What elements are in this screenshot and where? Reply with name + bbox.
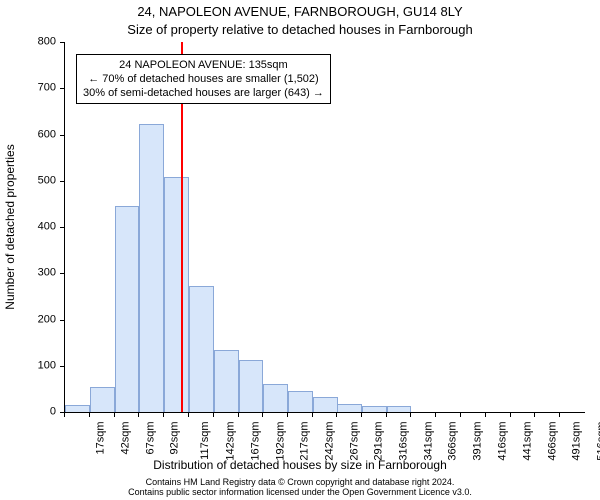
- x-tick-label: 466sqm: [547, 422, 558, 461]
- chart-subtitle: Size of property relative to detached ho…: [0, 22, 600, 37]
- x-tick-mark: [64, 413, 65, 417]
- x-tick-label: 42sqm: [120, 422, 131, 455]
- histogram-bar: [189, 286, 214, 412]
- x-tick-label: 92sqm: [170, 422, 181, 455]
- y-tick-label: 300: [0, 268, 56, 279]
- footer-line: Contains HM Land Registry data © Crown c…: [0, 477, 600, 487]
- histogram-bar: [164, 177, 189, 412]
- x-tick-mark: [410, 413, 411, 417]
- x-tick-label: 17sqm: [96, 422, 107, 455]
- x-tick-mark: [262, 413, 263, 417]
- x-tick-label: 267sqm: [350, 422, 361, 461]
- y-tick-label: 0: [0, 407, 56, 418]
- chart-page: 24, NAPOLEON AVENUE, FARNBOROUGH, GU14 8…: [0, 0, 600, 500]
- y-tick-mark: [60, 42, 64, 43]
- page-title: 24, NAPOLEON AVENUE, FARNBOROUGH, GU14 8…: [0, 4, 600, 19]
- x-tick-label: 142sqm: [226, 422, 237, 461]
- x-tick-mark: [460, 413, 461, 417]
- x-tick-label: 316sqm: [398, 422, 409, 461]
- x-tick-mark: [336, 413, 337, 417]
- y-tick-mark: [60, 320, 64, 321]
- x-tick-label: 167sqm: [250, 422, 261, 461]
- annotation-line: ← 70% of detached houses are smaller (1,…: [83, 72, 324, 86]
- x-tick-label: 391sqm: [473, 422, 484, 461]
- x-tick-mark: [114, 413, 115, 417]
- histogram-bar: [115, 206, 140, 412]
- x-tick-mark: [213, 413, 214, 417]
- y-tick-mark: [60, 88, 64, 89]
- x-tick-mark: [435, 413, 436, 417]
- x-tick-mark: [238, 413, 239, 417]
- y-tick-label: 100: [0, 360, 56, 371]
- y-tick-mark: [60, 273, 64, 274]
- x-tick-mark: [163, 413, 164, 417]
- y-tick-label: 700: [0, 83, 56, 94]
- footer: Contains HM Land Registry data © Crown c…: [0, 477, 600, 497]
- x-tick-mark: [559, 413, 560, 417]
- x-tick-label: 192sqm: [275, 422, 286, 461]
- x-tick-mark: [510, 413, 511, 417]
- y-tick-label: 400: [0, 222, 56, 233]
- histogram-bar: [214, 350, 239, 412]
- y-tick-mark: [60, 181, 64, 182]
- y-tick-mark: [60, 366, 64, 367]
- x-tick-label: 441sqm: [522, 422, 533, 461]
- x-tick-label: 366sqm: [448, 422, 459, 461]
- x-tick-mark: [485, 413, 486, 417]
- histogram-bar: [362, 406, 387, 412]
- histogram-bar: [288, 391, 313, 412]
- x-tick-label: 67sqm: [145, 422, 156, 455]
- y-tick-label: 600: [0, 129, 56, 140]
- histogram-bar: [65, 405, 90, 412]
- y-tick-label: 200: [0, 314, 56, 325]
- x-tick-mark: [89, 413, 90, 417]
- histogram-bar: [313, 397, 338, 412]
- x-tick-label: 341sqm: [423, 422, 434, 461]
- x-tick-label: 217sqm: [300, 422, 311, 461]
- x-tick-mark: [287, 413, 288, 417]
- x-tick-mark: [138, 413, 139, 417]
- histogram-bar: [387, 406, 412, 412]
- x-tick-label: 416sqm: [498, 422, 509, 461]
- x-tick-mark: [188, 413, 189, 417]
- x-tick-mark: [361, 413, 362, 417]
- histogram-bar: [90, 387, 115, 412]
- x-tick-mark: [534, 413, 535, 417]
- histogram-bar: [239, 360, 264, 412]
- x-tick-label: 117sqm: [200, 422, 211, 460]
- y-tick-label: 800: [0, 37, 56, 48]
- histogram-bar: [263, 384, 288, 412]
- x-tick-mark: [386, 413, 387, 417]
- y-tick-label: 500: [0, 175, 56, 186]
- x-tick-mark: [312, 413, 313, 417]
- histogram-bar: [337, 404, 362, 412]
- y-tick-mark: [60, 227, 64, 228]
- y-tick-mark: [60, 135, 64, 136]
- annotation-line: 30% of semi-detached houses are larger (…: [83, 86, 324, 100]
- annotation-line: 24 NAPOLEON AVENUE: 135sqm: [83, 58, 324, 72]
- histogram-bar: [139, 124, 164, 412]
- x-axis-label: Distribution of detached houses by size …: [0, 458, 600, 472]
- x-tick-label: 291sqm: [374, 422, 385, 461]
- x-tick-label: 242sqm: [325, 422, 336, 461]
- x-tick-label: 491sqm: [572, 422, 583, 461]
- footer-line: Contains public sector information licen…: [0, 487, 600, 497]
- annotation-box: 24 NAPOLEON AVENUE: 135sqm ← 70% of deta…: [76, 54, 331, 104]
